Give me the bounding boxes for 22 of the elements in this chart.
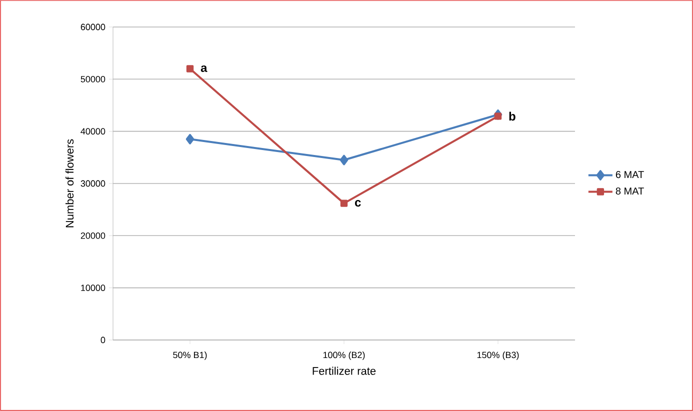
annotation: a [200, 65, 208, 72]
y-axis-title: Number of flowers [66, 139, 74, 228]
y-tick-label: 30000 [80, 180, 106, 187]
x-tick-label: 150% (B3) [477, 352, 519, 360]
y-tick-label: 40000 [80, 128, 106, 135]
x-axis-title: Fertilizer rate [312, 366, 376, 375]
point [340, 154, 348, 166]
point [186, 134, 194, 144]
point [340, 200, 348, 207]
x-tick-label: 100% (B2) [323, 352, 365, 360]
x-tick-label: 50% B1) [173, 352, 207, 360]
point [186, 65, 194, 72]
y-tick-label: 0 [100, 336, 106, 344]
y-tick-label: 20000 [80, 232, 106, 239]
y-tick-label: 10000 [81, 284, 106, 292]
legend-label: 6 MAT [616, 171, 644, 178]
legend-label: 8 MAT [616, 187, 644, 195]
annotation: b [509, 112, 516, 121]
y-tick-label: 60000 [80, 24, 106, 30]
y-tick-label: 50000 [80, 76, 106, 82]
annotation: c [355, 200, 361, 207]
point [494, 112, 502, 120]
